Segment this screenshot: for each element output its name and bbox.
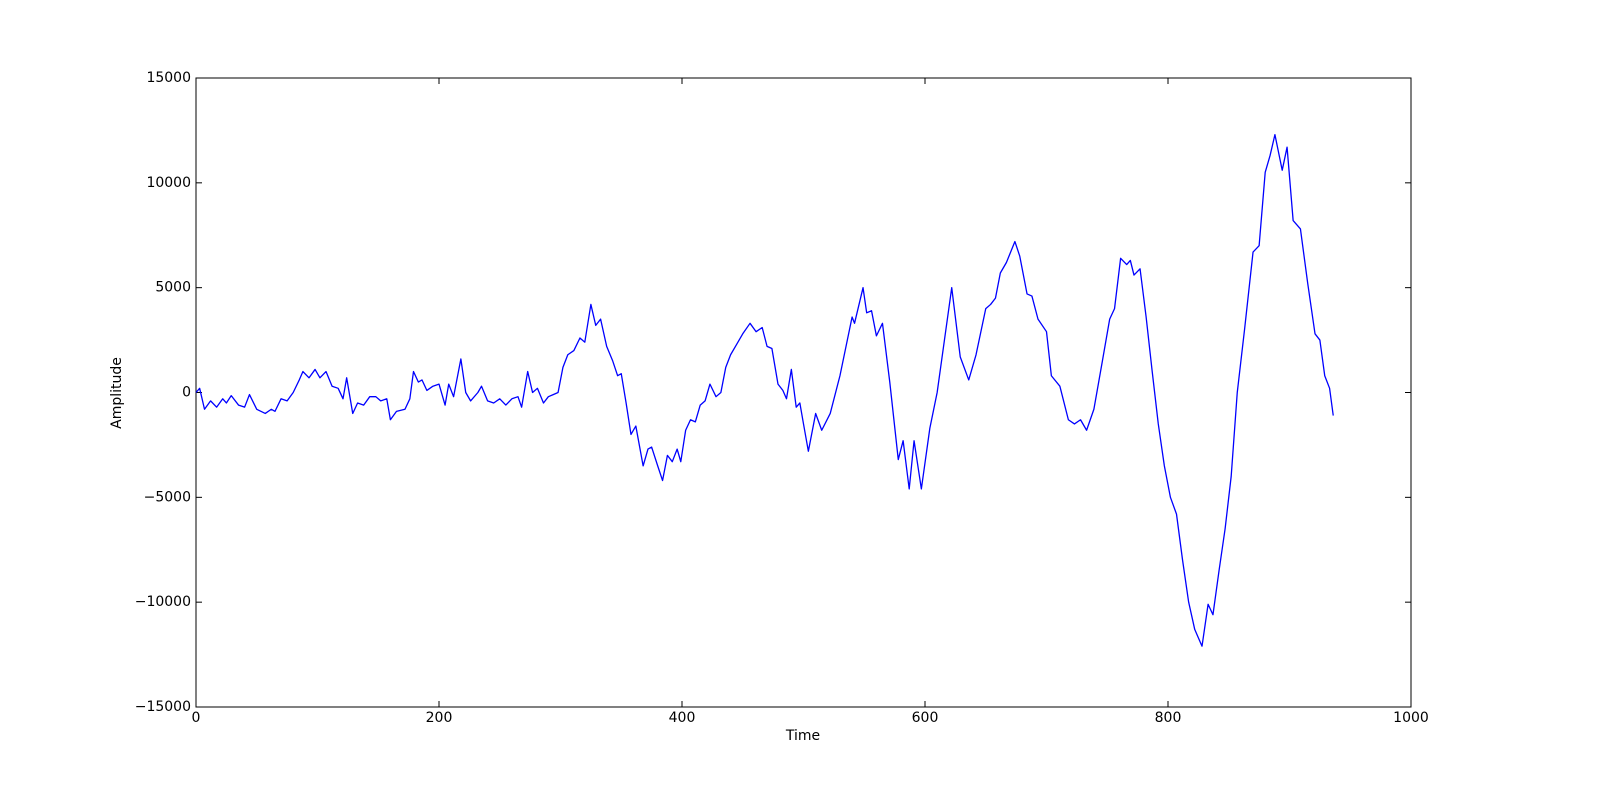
x-tick-label: 800 (1155, 710, 1182, 726)
x-tick-label: 400 (669, 710, 696, 726)
data-line (195, 133, 1334, 647)
y-tick-label: −10000 (135, 594, 191, 610)
x-tick-label: 600 (912, 710, 939, 726)
plot-frame (195, 77, 1412, 708)
y-tick-label: 10000 (146, 175, 191, 191)
y-tick-label: 15000 (146, 70, 191, 86)
y-tick-label: −15000 (135, 699, 191, 715)
x-tick-label: 0 (192, 710, 201, 726)
x-tick-label: 200 (426, 710, 453, 726)
y-axis-label: Amplitude (109, 357, 125, 429)
y-tick-label: −5000 (144, 489, 191, 505)
x-axis-label: Time (785, 728, 820, 744)
x-tick-label: 1000 (1393, 710, 1429, 726)
y-tick-label: 5000 (155, 280, 191, 296)
y-tick-label: 0 (182, 385, 191, 401)
